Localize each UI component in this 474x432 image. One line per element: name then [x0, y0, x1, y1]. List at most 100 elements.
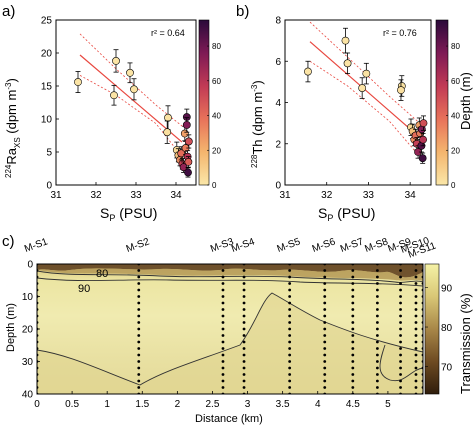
- station-cast: [242, 264, 246, 394]
- sample-dot: [323, 269, 327, 272]
- contour-line-deep: [37, 292, 423, 386]
- station-casts: [37, 264, 423, 394]
- station-label: M-S7: [339, 236, 366, 255]
- sample-dot: [414, 353, 418, 357]
- x-axis-title-b: SP (PSU): [318, 205, 375, 223]
- sample-dot: [288, 373, 292, 376]
- x-ticks-b: 31 32 33 34: [279, 182, 416, 201]
- station-cast: [221, 264, 225, 394]
- point-marker: [418, 154, 427, 163]
- sample-dot: [288, 386, 292, 389]
- sample-dot: [375, 360, 379, 363]
- data-point: [184, 134, 193, 149]
- y-tick-label: 6: [275, 57, 281, 68]
- sample-dot: [242, 347, 246, 350]
- sample-dot: [414, 282, 418, 285]
- sample-dot: [242, 373, 246, 376]
- sample-dot: [351, 301, 355, 305]
- sample-dot: [351, 327, 355, 331]
- data-point: [126, 62, 134, 84]
- colorbar-tick-label: 40: [451, 112, 460, 121]
- sample-dot: [399, 353, 402, 357]
- sample-dot: [414, 366, 418, 370]
- contour-line-deep-2: [379, 344, 423, 382]
- r2-annotation-a: r² = 0.64: [151, 28, 185, 38]
- point-marker: [184, 157, 193, 166]
- sample-dot: [399, 340, 402, 344]
- sample-dot: [221, 366, 225, 370]
- sample-dot: [288, 282, 292, 285]
- y-tick-label: 0: [46, 181, 52, 192]
- sample-dot: [242, 340, 246, 344]
- x-tick-label: 2.5: [206, 399, 220, 410]
- station-label: M-S2: [125, 236, 152, 255]
- sample-dot: [323, 340, 327, 344]
- sample-dot: [242, 334, 246, 337]
- sample-dot: [399, 269, 402, 272]
- data-point: [358, 77, 367, 99]
- sample-dot: [399, 321, 402, 324]
- sample-dot: [137, 295, 141, 298]
- sample-dot: [242, 282, 246, 285]
- y-tick-label: 0: [275, 181, 281, 192]
- data-point: [184, 156, 193, 168]
- sample-dot: [375, 275, 379, 279]
- sample-dot: [414, 379, 418, 383]
- panel-label-c: c): [2, 233, 15, 250]
- sample-dot: [242, 379, 246, 383]
- sample-dot: [351, 321, 355, 324]
- sample-dot: [351, 366, 355, 370]
- sample-dot: [221, 275, 225, 279]
- station-cast: [375, 264, 379, 394]
- sample-dot: [137, 373, 141, 376]
- sample-dot: [288, 308, 292, 311]
- sample-dot: [242, 360, 246, 363]
- sample-dot: [399, 275, 402, 279]
- sample-dot: [221, 373, 225, 376]
- data-point: [74, 71, 82, 93]
- colorbar-tick-label: 0: [451, 181, 456, 190]
- colorbar-tick-label: 70: [441, 362, 453, 373]
- sample-dot: [288, 340, 292, 344]
- sample-dot: [351, 373, 355, 376]
- panel-label-a: a): [2, 3, 15, 20]
- sample-dot: [414, 321, 418, 324]
- sample-dot: [351, 334, 355, 337]
- x-tick-label: 31: [50, 190, 62, 201]
- sample-dot: [414, 288, 418, 292]
- sample-dot: [351, 282, 355, 285]
- point-marker: [419, 119, 428, 128]
- y-axis-title-a: 224RaXS (dpm m-3): [4, 78, 22, 178]
- sample-dot: [351, 314, 355, 318]
- sample-dot: [375, 379, 379, 383]
- sample-dot: [399, 366, 402, 370]
- colorbar-c: 70 80 90: [424, 263, 453, 395]
- sample-dot: [137, 321, 141, 324]
- point-marker: [304, 67, 312, 76]
- sample-dot: [288, 275, 292, 279]
- data-point: [112, 49, 120, 73]
- sample-dot: [351, 360, 355, 363]
- sample-dot: [351, 269, 355, 272]
- x-tick-label: 32: [90, 190, 102, 201]
- sample-dot: [414, 314, 418, 318]
- sample-dot: [323, 360, 327, 363]
- x-tick-label: 3.5: [276, 399, 290, 410]
- sample-dot: [242, 295, 246, 298]
- x-tick-label: 32: [321, 190, 333, 201]
- sample-dot: [375, 347, 379, 350]
- data-point: [110, 84, 118, 106]
- station-cast: [288, 264, 292, 394]
- sample-dot: [414, 275, 418, 279]
- sample-dot: [288, 288, 292, 292]
- confidence-lower: [309, 60, 419, 156]
- sample-dot: [288, 321, 292, 324]
- sample-dot: [221, 360, 225, 363]
- colorbar-tick-label: 40: [212, 112, 221, 121]
- station-labels: M-S1 M-S2 M-S3M-S4 M-S5 M-S6 M-S7M-S8M-S9M-S1…: [23, 235, 438, 260]
- y-tick-label: 5: [46, 148, 52, 159]
- x-tick-label: 1: [104, 399, 110, 410]
- point-marker: [341, 36, 350, 45]
- r2-annotation-b: r² = 0.76: [383, 28, 417, 38]
- x-axis-title-a: SP (PSU): [100, 205, 157, 223]
